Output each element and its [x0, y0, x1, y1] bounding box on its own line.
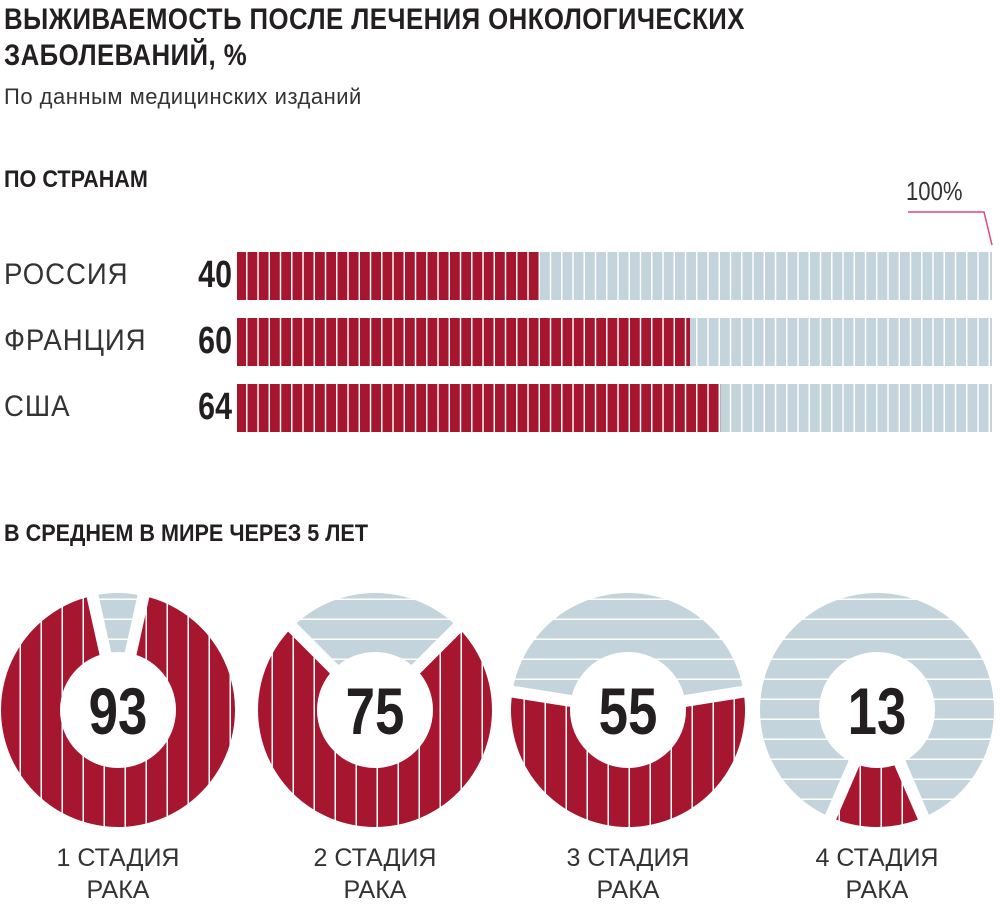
- stage-line-1: 4 СТАДИЯ: [815, 844, 939, 872]
- pie-value-label: 75: [346, 674, 405, 748]
- pie-center: [60, 652, 176, 768]
- stage-line-2: РАКА: [845, 876, 909, 904]
- pie-category-label: 1 СТАДИЯ РАКА: [18, 842, 218, 906]
- pie-category-label: 2 СТАДИЯ РАКА: [275, 842, 475, 906]
- pie-1: 93: [1, 592, 236, 827]
- stage-line-1: 3 СТАДИЯ: [566, 844, 690, 872]
- pie-center: [570, 652, 686, 768]
- pie-3: 55: [509, 593, 747, 828]
- pie-value-slice: [830, 710, 924, 828]
- stage-line-1: 2 СТАДИЯ: [313, 844, 437, 872]
- pie-category-label: 4 СТАДИЯ РАКА: [777, 842, 977, 906]
- pie-remainder: [292, 592, 458, 710]
- pie-value-label: 55: [599, 674, 658, 748]
- stage-line-2: РАКА: [596, 876, 660, 904]
- pie-section-title: В СРЕДНЕМ В МИРЕ ЧЕРЕЗ 5 ЛЕТ: [4, 520, 369, 547]
- pie-4: 13: [759, 593, 994, 828]
- pie-value-label: 93: [89, 674, 148, 748]
- stage-line-2: РАКА: [343, 876, 407, 904]
- stage-line-2: РАКА: [86, 876, 150, 904]
- bar-section-title: ПО СТРАНАМ: [4, 166, 148, 193]
- bar-value: [237, 384, 721, 432]
- subtitle: По данным медицинских изданий: [4, 84, 362, 109]
- bar-category-label: США: [4, 390, 71, 423]
- pie-value-label: 13: [848, 674, 907, 748]
- pie-center: [819, 652, 935, 768]
- pie-2: 75: [258, 592, 492, 827]
- title-line-2: ЗАБОЛЕВАНИЙ, %: [4, 39, 248, 72]
- bar-value-label: 64: [198, 386, 232, 428]
- bar-value-label: 40: [198, 254, 232, 296]
- bar-category-label: ФРАНЦИЯ: [4, 324, 147, 357]
- pie-remainder: [92, 593, 144, 710]
- pie-center: [317, 652, 433, 768]
- max-label: 100%: [906, 176, 963, 206]
- chart-title: ВЫЖИВАЕМОСТЬ ПОСЛЕ ЛЕЧЕНИЯ ОНКОЛОГИЧЕСКИ…: [4, 2, 993, 74]
- max-marker-line: [908, 211, 993, 246]
- pie-remainder: [512, 593, 744, 710]
- bar-value: [237, 252, 539, 300]
- bar-value: [237, 318, 690, 366]
- pie-category-label: 3 СТАДИЯ РАКА: [528, 842, 728, 906]
- stage-line-1: 1 СТАДИЯ: [56, 844, 180, 872]
- bar-value-label: 60: [198, 320, 232, 362]
- title-line-1: ВЫЖИВАЕМОСТЬ ПОСЛЕ ЛЕЧЕНИЯ ОНКОЛОГИЧЕСКИ…: [4, 3, 745, 36]
- bar-category-label: РОССИЯ: [4, 258, 129, 291]
